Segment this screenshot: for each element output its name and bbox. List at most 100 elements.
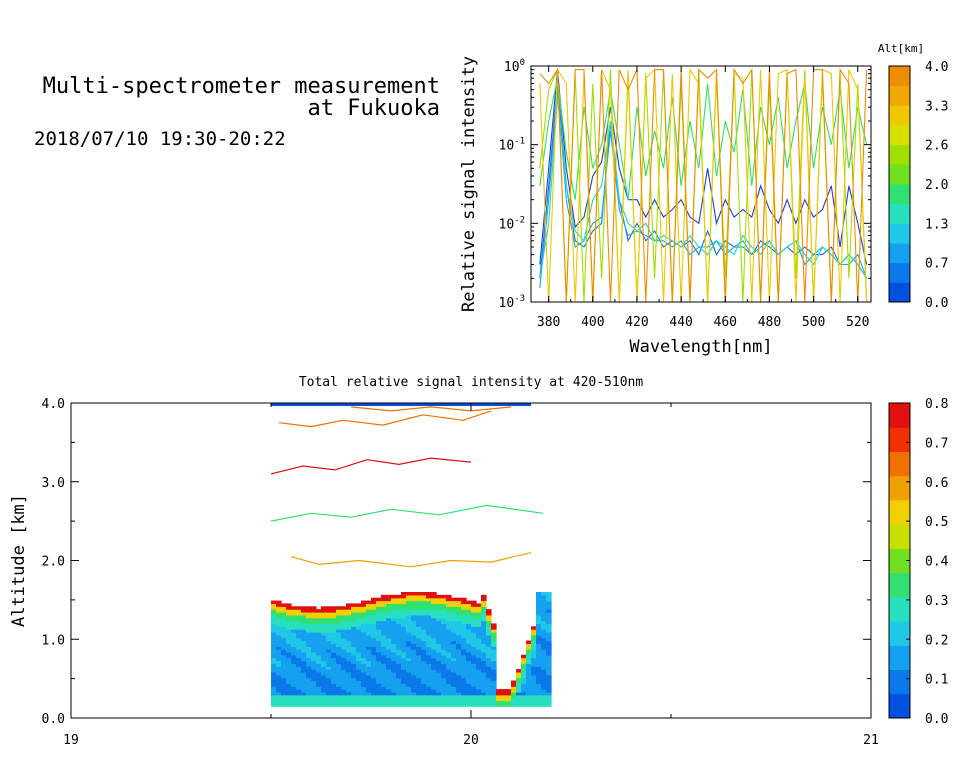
heatmap-cell bbox=[361, 614, 367, 619]
heatmap-cell bbox=[391, 614, 397, 619]
heatmap-cell bbox=[456, 686, 462, 690]
heatmap-cell bbox=[301, 637, 307, 642]
heatmap-cell bbox=[436, 643, 442, 647]
heatmap-cell bbox=[336, 634, 342, 639]
heatmap-cell bbox=[321, 660, 327, 664]
heatmap-cell bbox=[276, 703, 282, 707]
heatmap-cell bbox=[301, 623, 307, 627]
heatmap-cell bbox=[481, 609, 487, 613]
heatmap-cell bbox=[286, 609, 292, 613]
heatmap-cell bbox=[386, 691, 392, 696]
heatmap-cell bbox=[486, 643, 492, 647]
heatmap-cell bbox=[436, 663, 442, 667]
heatmap-cell bbox=[271, 614, 277, 619]
heatmap-cell bbox=[436, 671, 442, 676]
heatmap-cell bbox=[321, 620, 327, 625]
heatmap-cell bbox=[336, 697, 342, 702]
heatmap-cell bbox=[466, 634, 472, 639]
heatmap-cell bbox=[381, 640, 387, 644]
heatmap-cell bbox=[391, 691, 397, 696]
heatmap-cell bbox=[466, 640, 472, 644]
heatmap-cell bbox=[476, 646, 482, 650]
heatmap-cell bbox=[326, 666, 332, 670]
heatmap-cell bbox=[376, 677, 382, 682]
heatmap-cell bbox=[341, 646, 347, 650]
heatmap-cell bbox=[336, 680, 342, 684]
heatmap-cell bbox=[496, 691, 502, 696]
heatmap-cell bbox=[276, 657, 282, 662]
heatmap-cell bbox=[331, 657, 337, 662]
heatmap-cell bbox=[281, 646, 287, 650]
heatmap-cell bbox=[491, 694, 497, 699]
heatmap-cell bbox=[411, 600, 417, 605]
heatmap-cell bbox=[341, 614, 347, 619]
heatmap-cell bbox=[526, 694, 532, 699]
heatmap-cell bbox=[461, 637, 467, 642]
heatmap-cell bbox=[421, 609, 427, 613]
heatmap-cell bbox=[361, 660, 367, 664]
heatmap-cell bbox=[331, 691, 337, 696]
heatmap-cell bbox=[336, 689, 342, 693]
heatmap-cell bbox=[341, 640, 347, 644]
heatmap-cell bbox=[411, 597, 417, 602]
intensity-colorbar-segment bbox=[889, 475, 910, 501]
heatmap-cell bbox=[311, 611, 317, 616]
heatmap-cell bbox=[406, 609, 412, 613]
heatmap-cell bbox=[321, 703, 327, 707]
heatmap-cell bbox=[386, 694, 392, 699]
heatmap-cell bbox=[391, 700, 397, 704]
heatmap-cell bbox=[491, 677, 497, 682]
heatmap-cell bbox=[481, 677, 487, 682]
heatmap-cell bbox=[476, 617, 482, 622]
heatmap-cell bbox=[476, 637, 482, 642]
heatmap-cell bbox=[286, 683, 292, 687]
heatmap-cell bbox=[421, 666, 427, 670]
heatmap-cell bbox=[451, 631, 457, 636]
heatmap-cell bbox=[536, 649, 542, 653]
heatmap-cell bbox=[526, 700, 532, 704]
intensity-colorbar-segment bbox=[889, 427, 910, 452]
heatmap-cell bbox=[546, 640, 552, 644]
heatmap-cell bbox=[476, 620, 482, 625]
heatmap-cell bbox=[391, 594, 397, 599]
heatmap-cell bbox=[496, 700, 502, 704]
heatmap-cell bbox=[341, 637, 347, 642]
heatmap-cell bbox=[491, 637, 497, 642]
heatmap-cell bbox=[336, 671, 342, 676]
heatmap-cell bbox=[466, 611, 472, 616]
heatmap-cell bbox=[526, 680, 532, 684]
heatmap-cell bbox=[366, 660, 372, 664]
heatmap-cell bbox=[286, 617, 292, 622]
heatmap-cell bbox=[311, 657, 317, 662]
heatmap-cell bbox=[506, 703, 512, 707]
heatmap-cell bbox=[356, 606, 362, 610]
heatmap-cell bbox=[281, 677, 287, 682]
heatmap-cell bbox=[526, 646, 532, 650]
heatmap-cell bbox=[466, 700, 472, 704]
heatmap-cell bbox=[311, 686, 317, 690]
heatmap-cell bbox=[541, 651, 547, 656]
heatmap-cell bbox=[501, 700, 507, 704]
heatmap-ytick-label: 4.0 bbox=[42, 397, 65, 412]
heatmap-cell bbox=[491, 626, 497, 630]
heatmap-cell bbox=[276, 609, 282, 613]
heatmap-cell bbox=[286, 603, 292, 607]
heatmap-cell bbox=[341, 683, 347, 687]
heatmap-cell bbox=[411, 649, 417, 653]
heatmap-cell bbox=[511, 691, 517, 696]
heatmap-cell bbox=[441, 671, 447, 676]
heatmap-ytick-label: 3.0 bbox=[42, 476, 65, 491]
heatmap-cell bbox=[536, 691, 542, 696]
spectrum-xtick-label: 480 bbox=[758, 315, 781, 330]
heatmap-cell bbox=[526, 649, 532, 653]
heatmap-cell bbox=[311, 651, 317, 656]
heatmap-cell bbox=[366, 689, 372, 693]
heatmap-cell bbox=[536, 637, 542, 642]
heatmap-cell bbox=[291, 663, 297, 667]
heatmap-cell bbox=[426, 663, 432, 667]
heatmap-cell bbox=[346, 637, 352, 642]
heatmap-cell bbox=[391, 683, 397, 687]
heatmap-cell bbox=[351, 677, 357, 682]
heatmap-cell bbox=[341, 663, 347, 667]
heatmap-cell bbox=[546, 683, 552, 687]
